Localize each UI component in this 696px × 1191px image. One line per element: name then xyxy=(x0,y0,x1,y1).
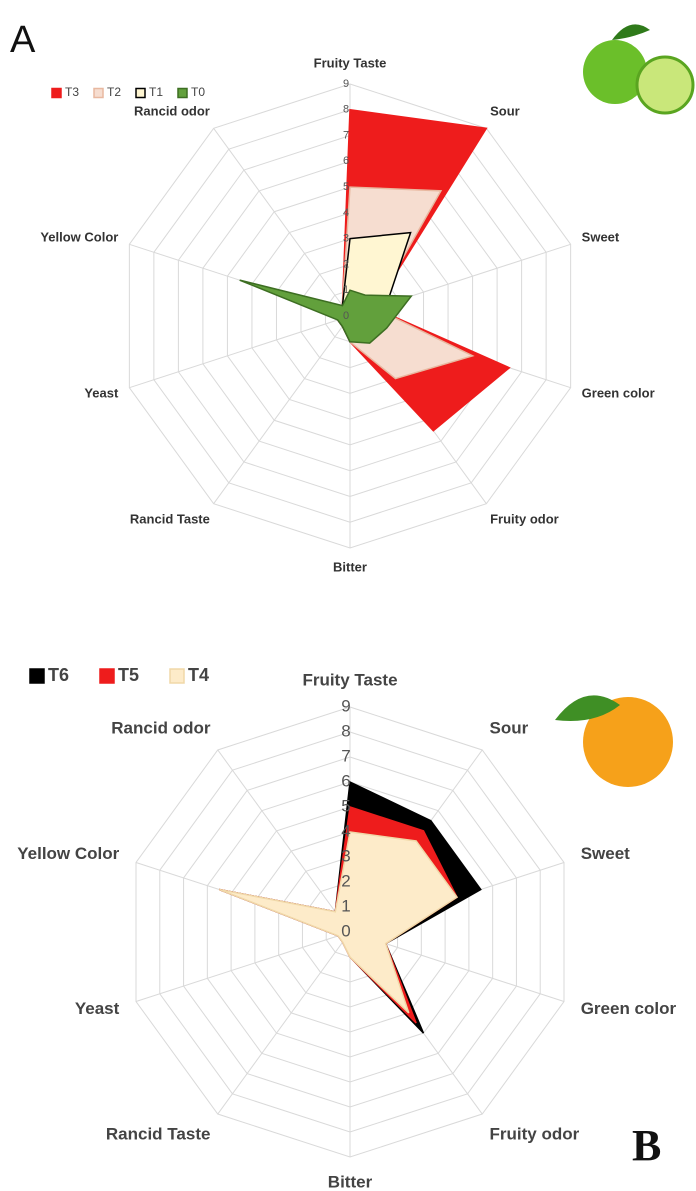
category-label: Sweet xyxy=(581,844,630,863)
r-tick-label: 3 xyxy=(341,846,350,865)
category-label: Yeast xyxy=(84,385,119,400)
orange-image xyxy=(555,695,673,787)
legend-swatch xyxy=(51,87,62,99)
category-label: Yeast xyxy=(75,999,120,1018)
r-tick-label: 2 xyxy=(341,871,350,890)
legend-swatch xyxy=(93,87,104,99)
category-label: Sweet xyxy=(582,230,620,245)
series-area xyxy=(218,831,459,1014)
r-tick-label: 0 xyxy=(341,921,350,940)
legend-swatch xyxy=(135,87,146,99)
spoke xyxy=(213,128,351,317)
category-label: Rancid odor xyxy=(111,718,211,737)
r-tick-label: 9 xyxy=(343,78,349,90)
category-label: Fruity odor xyxy=(490,1125,580,1144)
r-tick-label: 8 xyxy=(341,721,350,740)
category-label: Sour xyxy=(490,104,520,119)
category-label: Rancid odor xyxy=(134,104,210,119)
r-tick-label: 6 xyxy=(343,155,349,167)
legend-label: T0 xyxy=(191,85,205,99)
spoke xyxy=(129,315,351,389)
r-tick-label: 5 xyxy=(343,181,349,193)
category-label: Fruity Taste xyxy=(302,670,397,689)
spoke xyxy=(135,931,351,1003)
spoke xyxy=(217,931,351,1115)
r-tick-label: 9 xyxy=(341,696,350,715)
category-label: Rancid Taste xyxy=(106,1125,211,1144)
r-tick-label: 4 xyxy=(343,207,349,219)
category-label: Yellow Color xyxy=(17,844,119,863)
legend-label: T3 xyxy=(65,85,79,99)
r-tick-label: 4 xyxy=(341,821,350,840)
category-label: Yellow Color xyxy=(40,230,118,245)
legend-label: T5 xyxy=(118,665,139,685)
r-tick-label: 0 xyxy=(343,310,349,322)
legend-swatch xyxy=(177,87,188,99)
r-tick-label: 7 xyxy=(341,746,350,765)
category-label: Sour xyxy=(490,718,529,737)
r-tick-label: 8 xyxy=(343,104,349,116)
category-label: Fruity odor xyxy=(490,511,559,526)
category-label: Green color xyxy=(581,999,677,1018)
legend-label: T6 xyxy=(48,665,69,685)
spoke xyxy=(217,749,351,933)
spoke xyxy=(213,315,351,504)
legend-label: T1 xyxy=(149,85,163,99)
panel-label: B xyxy=(632,1121,661,1170)
panel-label: A xyxy=(10,19,36,61)
category-label: Fruity Taste xyxy=(314,55,387,70)
r-tick-label: 7 xyxy=(343,129,349,141)
legend-label: T2 xyxy=(107,85,121,99)
r-tick-label: 1 xyxy=(341,896,350,915)
legend-label: T4 xyxy=(188,665,209,685)
r-tick-label: 6 xyxy=(341,771,350,790)
category-label: Green color xyxy=(582,385,655,400)
r-tick-label: 1 xyxy=(343,284,349,296)
r-tick-label: 3 xyxy=(343,233,349,245)
legend-swatch xyxy=(169,668,185,684)
category-label: Bitter xyxy=(328,1172,373,1191)
r-tick-label: 5 xyxy=(341,796,350,815)
series-area xyxy=(239,279,413,344)
category-label: Bitter xyxy=(333,559,367,574)
legend-swatch xyxy=(99,668,115,684)
r-tick-label: 2 xyxy=(343,258,349,270)
lime-image xyxy=(583,24,695,115)
legend-swatch xyxy=(29,668,45,684)
category-label: Rancid Taste xyxy=(130,511,210,526)
